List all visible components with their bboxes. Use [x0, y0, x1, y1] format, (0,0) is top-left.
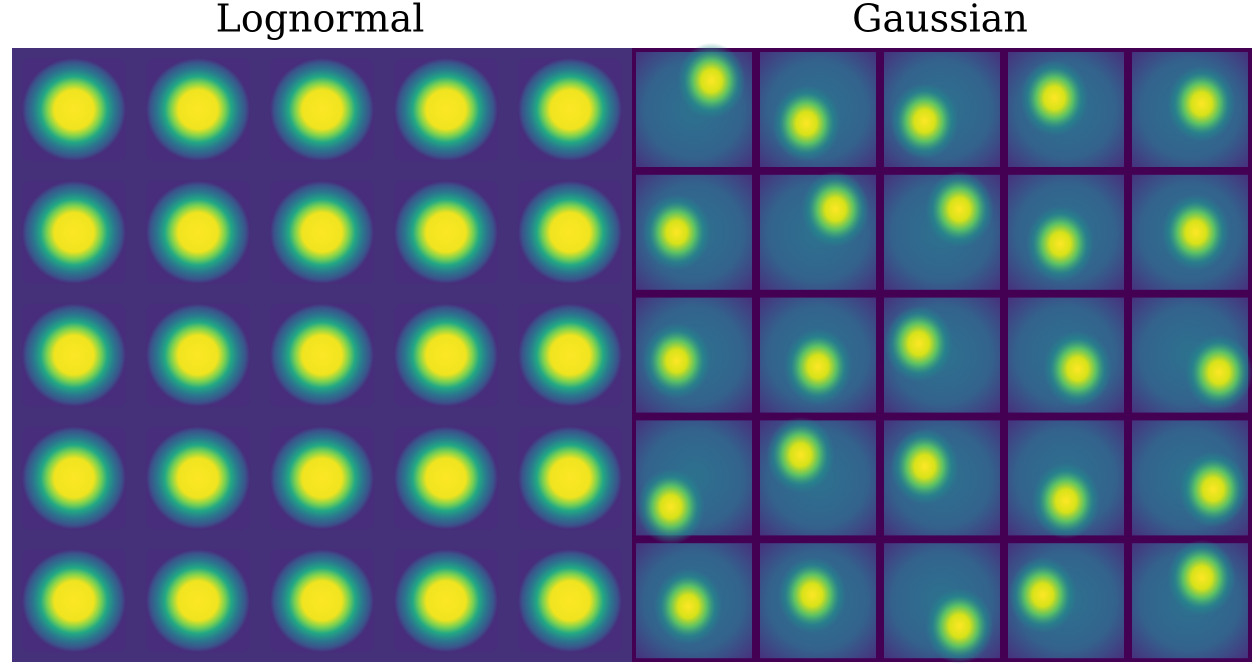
gaussian-blob	[925, 171, 994, 248]
gaussian-blob	[1185, 334, 1253, 411]
lognormal-tile	[270, 303, 374, 407]
lognormal-tile	[270, 549, 374, 653]
panel-title: Gaussian	[852, 0, 1028, 41]
lognormal-tile	[518, 549, 622, 653]
gaussian-blob	[884, 305, 953, 382]
gaussian-blob	[890, 428, 959, 505]
panel-title: Lognormal	[216, 0, 425, 41]
lognormal-tile	[146, 180, 250, 284]
lognormal-tile	[394, 303, 498, 407]
gaussian-blob	[1026, 205, 1095, 282]
gaussian-blob	[772, 85, 841, 162]
lognormal-tile	[146, 303, 250, 407]
lognormal-tile	[518, 180, 622, 284]
lognormal-tile	[22, 303, 126, 407]
lognormal-tile	[270, 180, 374, 284]
gaussian-blob	[1167, 65, 1236, 142]
lognormal-tile	[146, 549, 250, 653]
lognormal-tile	[394, 58, 498, 161]
gaussian-blob	[1167, 539, 1236, 616]
lognormal-tile	[270, 58, 374, 161]
gaussian-blob	[642, 194, 711, 271]
lognormal-tile	[518, 303, 622, 407]
gaussian-blob	[766, 416, 835, 493]
gaussian-blob	[654, 568, 723, 645]
lognormal-tile	[394, 180, 498, 284]
lognormal-tile	[146, 426, 250, 530]
gaussian-blob	[784, 328, 852, 405]
gaussian-blob	[1008, 556, 1077, 633]
lognormal-tile	[146, 58, 250, 161]
gaussian-blob	[801, 171, 870, 248]
lognormal-tile	[22, 180, 126, 284]
tiles	[22, 42, 1253, 664]
lognormal-tile	[22, 58, 126, 161]
lognormal-tile	[394, 549, 498, 653]
gaussian-blob	[1032, 462, 1100, 539]
lognormal-tile	[22, 426, 126, 530]
gaussian-blob	[925, 588, 994, 664]
gaussian-blob	[1161, 194, 1230, 271]
gaussian-blob	[1043, 330, 1112, 407]
gaussian-blob	[890, 83, 959, 159]
gaussian-blob	[642, 322, 711, 399]
gaussian-blob	[778, 556, 847, 633]
lognormal-tile	[394, 426, 498, 530]
gaussian-blob	[1179, 451, 1248, 528]
lognormal-tile	[270, 426, 374, 530]
lognormal-tile	[518, 426, 622, 530]
lognormal-tile	[518, 58, 622, 161]
gaussian-blob	[636, 468, 705, 545]
gaussian-blob	[677, 42, 746, 119]
gaussian-blob	[1020, 60, 1089, 136]
lognormal-tile	[22, 549, 126, 653]
